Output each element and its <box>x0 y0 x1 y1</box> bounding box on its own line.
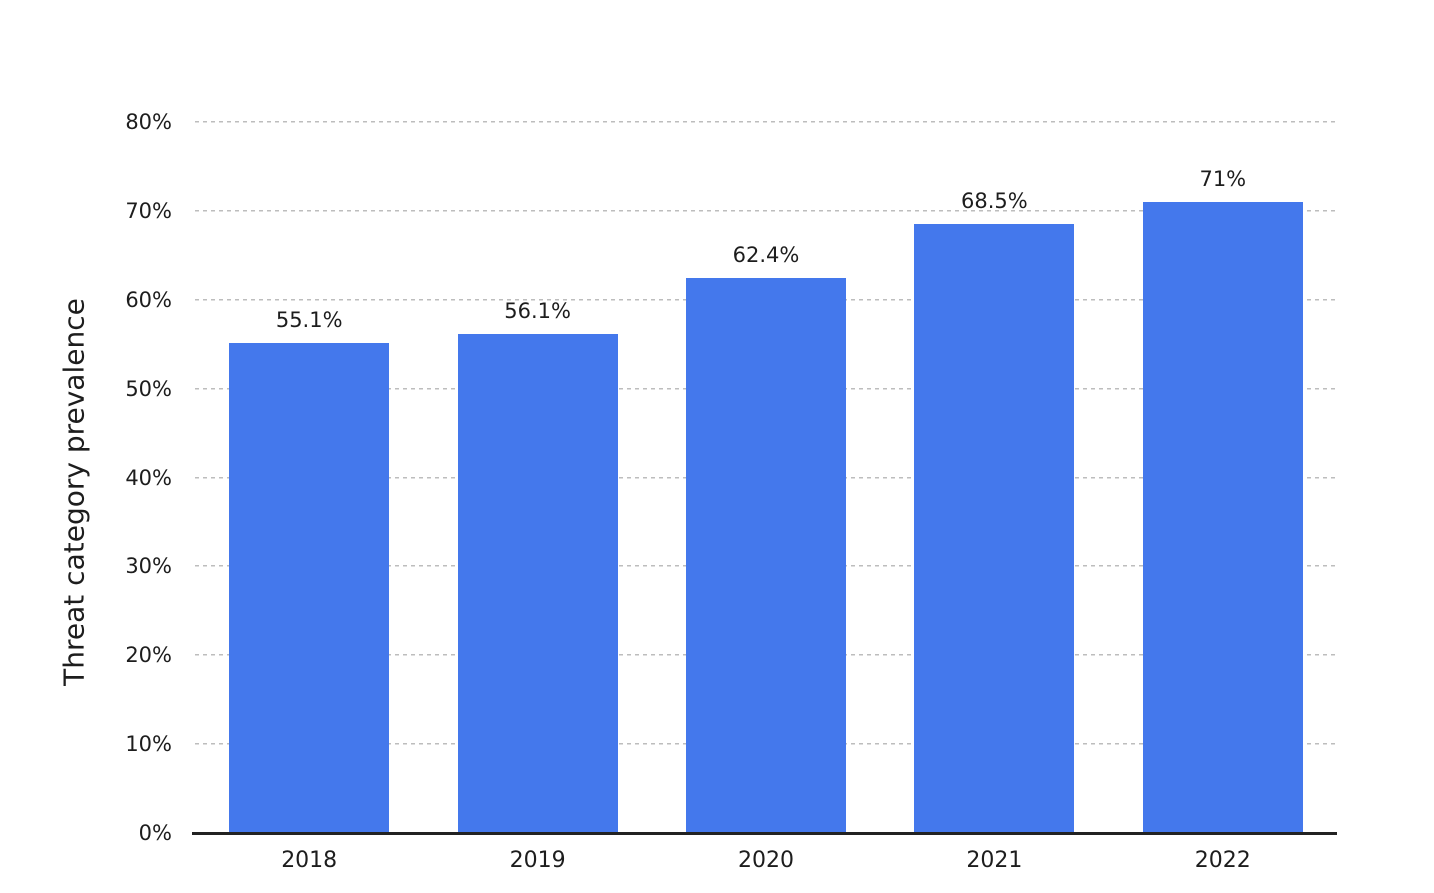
bar-2021 <box>914 224 1075 833</box>
y-tick-label: 80% <box>125 110 172 134</box>
x-axis-tick-labels: 2018 2019 2020 2021 2022 <box>195 847 1337 887</box>
bar-2018 <box>229 343 390 833</box>
x-tick-label: 2018 <box>281 848 338 873</box>
x-tick-label: 2020 <box>737 848 794 873</box>
bar-2020 <box>686 278 846 833</box>
y-tick-label: 30% <box>125 554 172 579</box>
y-tick-label: 20% <box>125 643 172 668</box>
bar-2019 <box>457 334 618 833</box>
bar-value-label: 71% <box>1199 167 1247 191</box>
y-tick-label: 40% <box>125 465 172 490</box>
x-tick-label: 2022 <box>1194 848 1251 873</box>
gridline <box>195 121 1337 123</box>
y-tick-label: 50% <box>125 376 172 401</box>
bar-2022 <box>1142 202 1303 833</box>
y-axis-tick-labels: 0% 10% 20% 30% 40% 50% 60% 70% 80% <box>0 0 172 893</box>
bars-layer: 55.1% 56.1% 62.4% 68.5% 71% <box>195 122 1337 833</box>
bar-value-label: 62.4% <box>732 243 800 268</box>
plot-area: 55.1% 56.1% 62.4% 68.5% 71% <box>192 121 1337 835</box>
y-tick-label: 70% <box>125 198 172 223</box>
y-tick-label: 0% <box>138 821 172 845</box>
bar-value-label: 56.1% <box>504 299 571 324</box>
bar-value-label: 55.1% <box>275 308 343 333</box>
bar-value-label: 68.5% <box>961 189 1028 214</box>
x-tick-label: 2021 <box>966 848 1023 873</box>
x-tick-label: 2019 <box>509 848 566 873</box>
x-axis-line <box>192 831 1337 835</box>
y-tick-label: 60% <box>125 287 172 312</box>
gridline <box>195 209 1337 212</box>
y-tick-label: 10% <box>125 732 172 757</box>
